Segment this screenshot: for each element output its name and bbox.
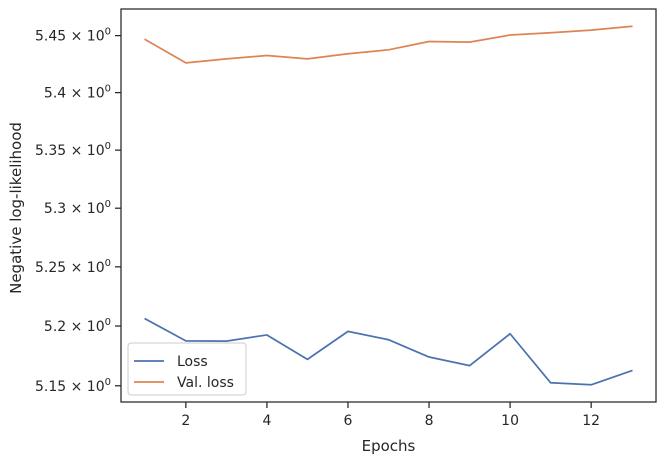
legend: Loss Val. loss — [127, 342, 247, 396]
y-tick-label: 5.25 × 100 — [35, 258, 111, 276]
x-tick-label: 6 — [344, 413, 353, 429]
y-tick-label: 5.35 × 100 — [35, 141, 111, 159]
x-tick-label: 8 — [425, 413, 434, 429]
legend-label: Val. loss — [177, 375, 234, 391]
y-tick-label: 5.2 × 100 — [44, 317, 111, 335]
series-line-val-loss — [144, 25, 633, 64]
y-axis-label: Negative log-likelihood — [7, 122, 25, 294]
y-tick-label: 5.4 × 100 — [44, 84, 111, 102]
y-tick-label: 5.3 × 100 — [44, 199, 111, 217]
x-tick-label: 12 — [582, 413, 600, 429]
x-tick-label: 10 — [501, 413, 519, 429]
series-layer — [144, 25, 633, 386]
series-line-loss — [144, 317, 633, 386]
x-tick-label: 4 — [262, 413, 271, 429]
y-tick-label: 5.15 × 100 — [35, 377, 111, 395]
x-axis-label: Epochs — [362, 437, 416, 455]
y-axis: 5.15 × 100 5.2 × 100 5.25 × 100 5.3 × 100 5.… — [35, 27, 121, 395]
x-axis: 2 4 6 8 10 12 — [181, 402, 600, 429]
legend-label: Loss — [177, 354, 208, 370]
x-tick-label: 2 — [181, 413, 190, 429]
plot-frame — [120, 8, 657, 403]
y-tick-label: 5.45 × 100 — [35, 27, 111, 45]
